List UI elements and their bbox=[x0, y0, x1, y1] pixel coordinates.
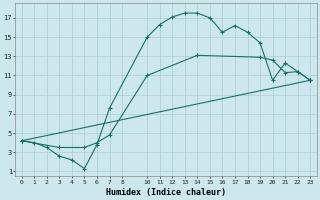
X-axis label: Humidex (Indice chaleur): Humidex (Indice chaleur) bbox=[106, 188, 226, 197]
